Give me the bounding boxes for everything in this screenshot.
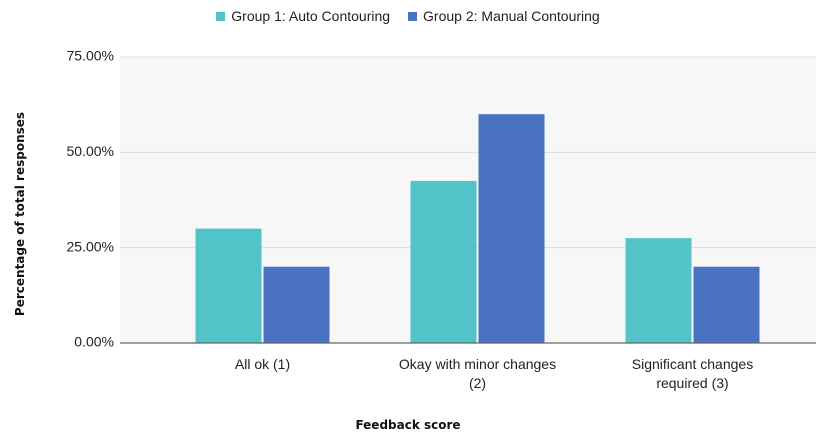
bar [263, 266, 330, 343]
legend-swatch [216, 11, 226, 21]
legend-label: Group 1: Auto Contouring [231, 8, 391, 24]
legend-label: Group 2: Manual Contouring [423, 8, 600, 24]
y-tick-label: 50.00% [67, 143, 114, 159]
legend: Group 1: Auto Contouring Group 2: Manual … [0, 8, 816, 24]
y-tick-label: 0.00% [74, 334, 114, 350]
legend-item: Group 1: Auto Contouring [216, 8, 390, 24]
y-tick-label: 25.00% [67, 238, 114, 254]
bar [195, 228, 262, 343]
bar [625, 238, 692, 343]
y-tick-label: 75.00% [67, 48, 114, 64]
bar [410, 180, 477, 343]
y-axis-label: Percentage of total responses [13, 111, 27, 317]
x-tick-label: Significant changes required (3) [631, 356, 754, 391]
bar [478, 114, 545, 343]
x-axis-label: Feedback score [355, 418, 461, 432]
legend-item: Group 2: Manual Contouring [408, 8, 600, 24]
x-tick-label: All ok (1) [234, 356, 291, 372]
legend-swatch [408, 11, 418, 21]
x-tick-label: Okay with minor changes (2) [398, 356, 557, 391]
bar [693, 266, 760, 343]
